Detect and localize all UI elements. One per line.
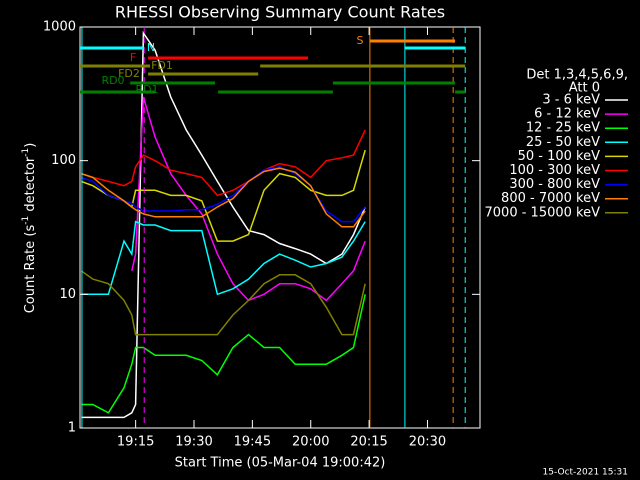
legend-label: 3 - 6 keV — [542, 93, 600, 108]
y-tick-label: 10 — [59, 287, 76, 302]
y-tick-label: 1 — [68, 421, 76, 436]
legend-label: 25 - 50 keV — [526, 135, 600, 150]
y-axis-label: Count Rate (s-1 detector-1) — [21, 143, 38, 314]
y-axis-label-part: -1 — [21, 148, 31, 157]
x-tick-label: 19:15 — [117, 435, 154, 450]
chart-title: RHESSI Observing Summary Count Rates — [115, 3, 445, 22]
y-tick-label: 100 — [51, 153, 76, 168]
x-tick-label: 19:30 — [175, 435, 212, 450]
flag-label: RD0 — [101, 74, 124, 87]
footer: 15-Oct-2021 15:31 — [543, 468, 628, 478]
legend-label: 50 - 100 keV — [518, 149, 601, 164]
legend-label: 300 - 800 keV — [509, 177, 600, 192]
legend-label: 7000 - 15000 keV — [485, 205, 601, 220]
flag-label: FD1 — [151, 59, 173, 72]
y-axis-label-part: ) — [23, 143, 38, 148]
legend-label: 12 - 25 keV — [526, 121, 600, 136]
flag-label: RD1 — [135, 83, 158, 96]
legend-header: Det 1,3,4,5,6,9, — [526, 68, 628, 83]
x-axis-label: Start Time (05-Mar-04 19:00:42) — [175, 456, 386, 471]
x-tick-label: 20:30 — [409, 435, 446, 450]
series-line — [131, 96, 366, 302]
series-line — [81, 294, 366, 414]
y-axis-label-part: detector — [23, 156, 38, 216]
series-line — [81, 30, 366, 419]
y-axis-label-part: -1 — [21, 216, 31, 225]
flag-label: N — [147, 41, 155, 54]
x-tick-label: 20:15 — [350, 435, 387, 450]
x-tick-label: 19:45 — [234, 435, 271, 450]
flag-label: S — [357, 34, 364, 47]
legend-label: 100 - 300 keV — [509, 163, 600, 178]
x-tick-label: 20:00 — [292, 435, 329, 450]
flag-label: F — [130, 51, 136, 64]
plot-frame — [79, 26, 481, 429]
series-line — [80, 270, 366, 336]
plot-area — [80, 27, 466, 428]
y-tick-label: 1000 — [43, 20, 76, 35]
flag-label: FD2 — [118, 67, 140, 80]
legend-header: Att 0 — [569, 81, 600, 96]
y-axis-label-part: Count Rate (s — [23, 225, 38, 314]
legend-label: 800 - 7000 keV — [501, 191, 600, 206]
legend-label: 6 - 12 keV — [534, 107, 600, 122]
